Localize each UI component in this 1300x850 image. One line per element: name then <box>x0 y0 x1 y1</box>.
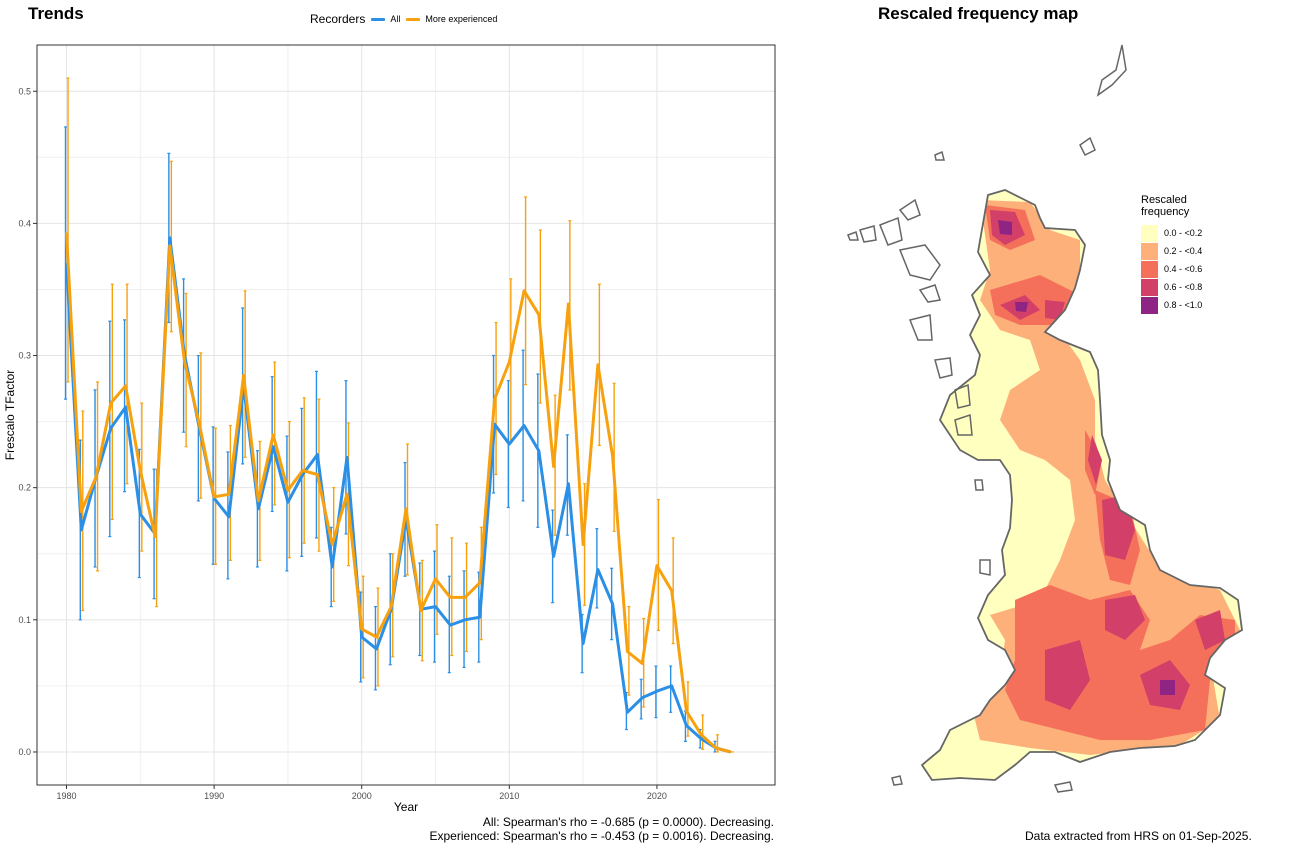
map-legend-label: 0.6 - <0.8 <box>1164 282 1203 292</box>
data-source-footnote: Data extracted from HRS on 01-Sep-2025. <box>1025 829 1252 843</box>
y-tick-label: 0.3 <box>18 351 31 361</box>
map-fill-layer <box>922 190 1242 780</box>
error-bar-layer <box>64 77 734 753</box>
x-tick-label: 2000 <box>352 791 372 801</box>
map-legend-item: 0.2 - <0.4 <box>1141 242 1202 260</box>
error-bar-experienced <box>583 483 587 606</box>
error-bar-all <box>669 665 673 713</box>
map-title: Rescaled frequency map <box>878 4 1079 23</box>
error-bar-experienced <box>361 575 365 679</box>
y-tick-label: 0.1 <box>18 615 31 625</box>
legend-item-experienced: More experienced <box>406 14 497 24</box>
x-axis-label: Year <box>394 800 418 814</box>
error-bar-all <box>64 126 68 400</box>
map-legend-swatch <box>1141 242 1158 260</box>
map-class-3 <box>990 210 1225 710</box>
y-tick-label: 0.2 <box>18 483 31 493</box>
frequency-map <box>847 44 1243 793</box>
map-legend-swatch <box>1141 296 1158 314</box>
error-bar-all <box>123 319 127 493</box>
map-legend-label: 0.0 - <0.2 <box>1164 228 1203 238</box>
chart-legend: Recorders All More experienced <box>310 12 497 26</box>
legend-label-all: All <box>390 14 401 24</box>
map-legend-swatch <box>1141 278 1158 296</box>
y-tick-label: 0.4 <box>18 218 31 228</box>
x-tick-label: 2010 <box>499 791 519 801</box>
map-legend-swatch <box>1141 260 1158 278</box>
legend-title: Recorders <box>310 12 366 26</box>
stats-line-experienced: Experienced: Spearman's rho = -0.453 (p … <box>429 829 775 843</box>
map-legend-title-line2: frequency <box>1141 206 1190 218</box>
map-legend: Rescaled frequency 0.0 - <0.2 0.2 - <0.4… <box>1141 194 1202 314</box>
map-legend-title-line1: Rescaled <box>1141 194 1187 206</box>
map-legend-item: 0.8 - <1.0 <box>1141 296 1202 314</box>
map-legend-swatch <box>1141 224 1158 242</box>
grid-layer <box>37 45 775 785</box>
legend-swatch-all <box>371 17 386 21</box>
map-legend-label: 0.4 - <0.6 <box>1164 264 1203 274</box>
axis-layer: 1980 1990 2000 2010 2020 0.0 0.1 0.2 0.3 0.4 0.5 <box>18 86 666 801</box>
legend-item-all: All <box>371 14 400 24</box>
trends-title: Trends <box>28 4 84 23</box>
series-line-experienced <box>65 232 732 754</box>
error-bar-experienced <box>701 714 705 750</box>
map-class-2 <box>985 205 1235 740</box>
trend-statistics: All: Spearman's rho = -0.685 (p = 0.0000… <box>430 815 775 843</box>
y-axis-label: Frescalo TFactor <box>3 370 17 460</box>
error-bar-all <box>285 435 289 572</box>
trends-chart: 1980 1990 2000 2010 2020 0.0 0.1 0.2 0.3 0.4 0.5 Y… <box>3 44 776 814</box>
stats-line-all: All: Spearman's rho = -0.685 (p = 0.0000… <box>482 815 774 829</box>
legend-label-experienced: More experienced <box>425 14 498 24</box>
error-bar-all <box>595 528 599 609</box>
x-tick-label: 1990 <box>204 791 224 801</box>
x-tick-label: 2020 <box>647 791 667 801</box>
error-bar-all <box>300 407 304 557</box>
error-bar-experienced <box>243 290 247 458</box>
map-legend-item: 0.6 - <0.8 <box>1141 278 1202 296</box>
error-bar-experienced <box>125 283 129 485</box>
map-legend-title: Rescaled frequency <box>1141 194 1202 218</box>
y-tick-label: 0.0 <box>18 747 31 757</box>
plot-frame <box>36 44 776 786</box>
x-tick-label: 1980 <box>57 791 77 801</box>
map-legend-label: 0.2 - <0.4 <box>1164 246 1203 256</box>
error-bar-experienced <box>273 361 277 506</box>
map-legend-item: 0.0 - <0.2 <box>1141 224 1202 242</box>
series-line-layer <box>65 232 732 754</box>
error-bar-experienced <box>66 77 70 383</box>
y-tick-label: 0.5 <box>18 86 31 96</box>
legend-swatch-experienced <box>406 17 421 21</box>
error-bar-experienced <box>656 498 660 631</box>
islands-outline <box>847 44 1127 793</box>
map-legend-label: 0.8 - <1.0 <box>1164 300 1203 310</box>
map-legend-item: 0.4 - <0.6 <box>1141 260 1202 278</box>
